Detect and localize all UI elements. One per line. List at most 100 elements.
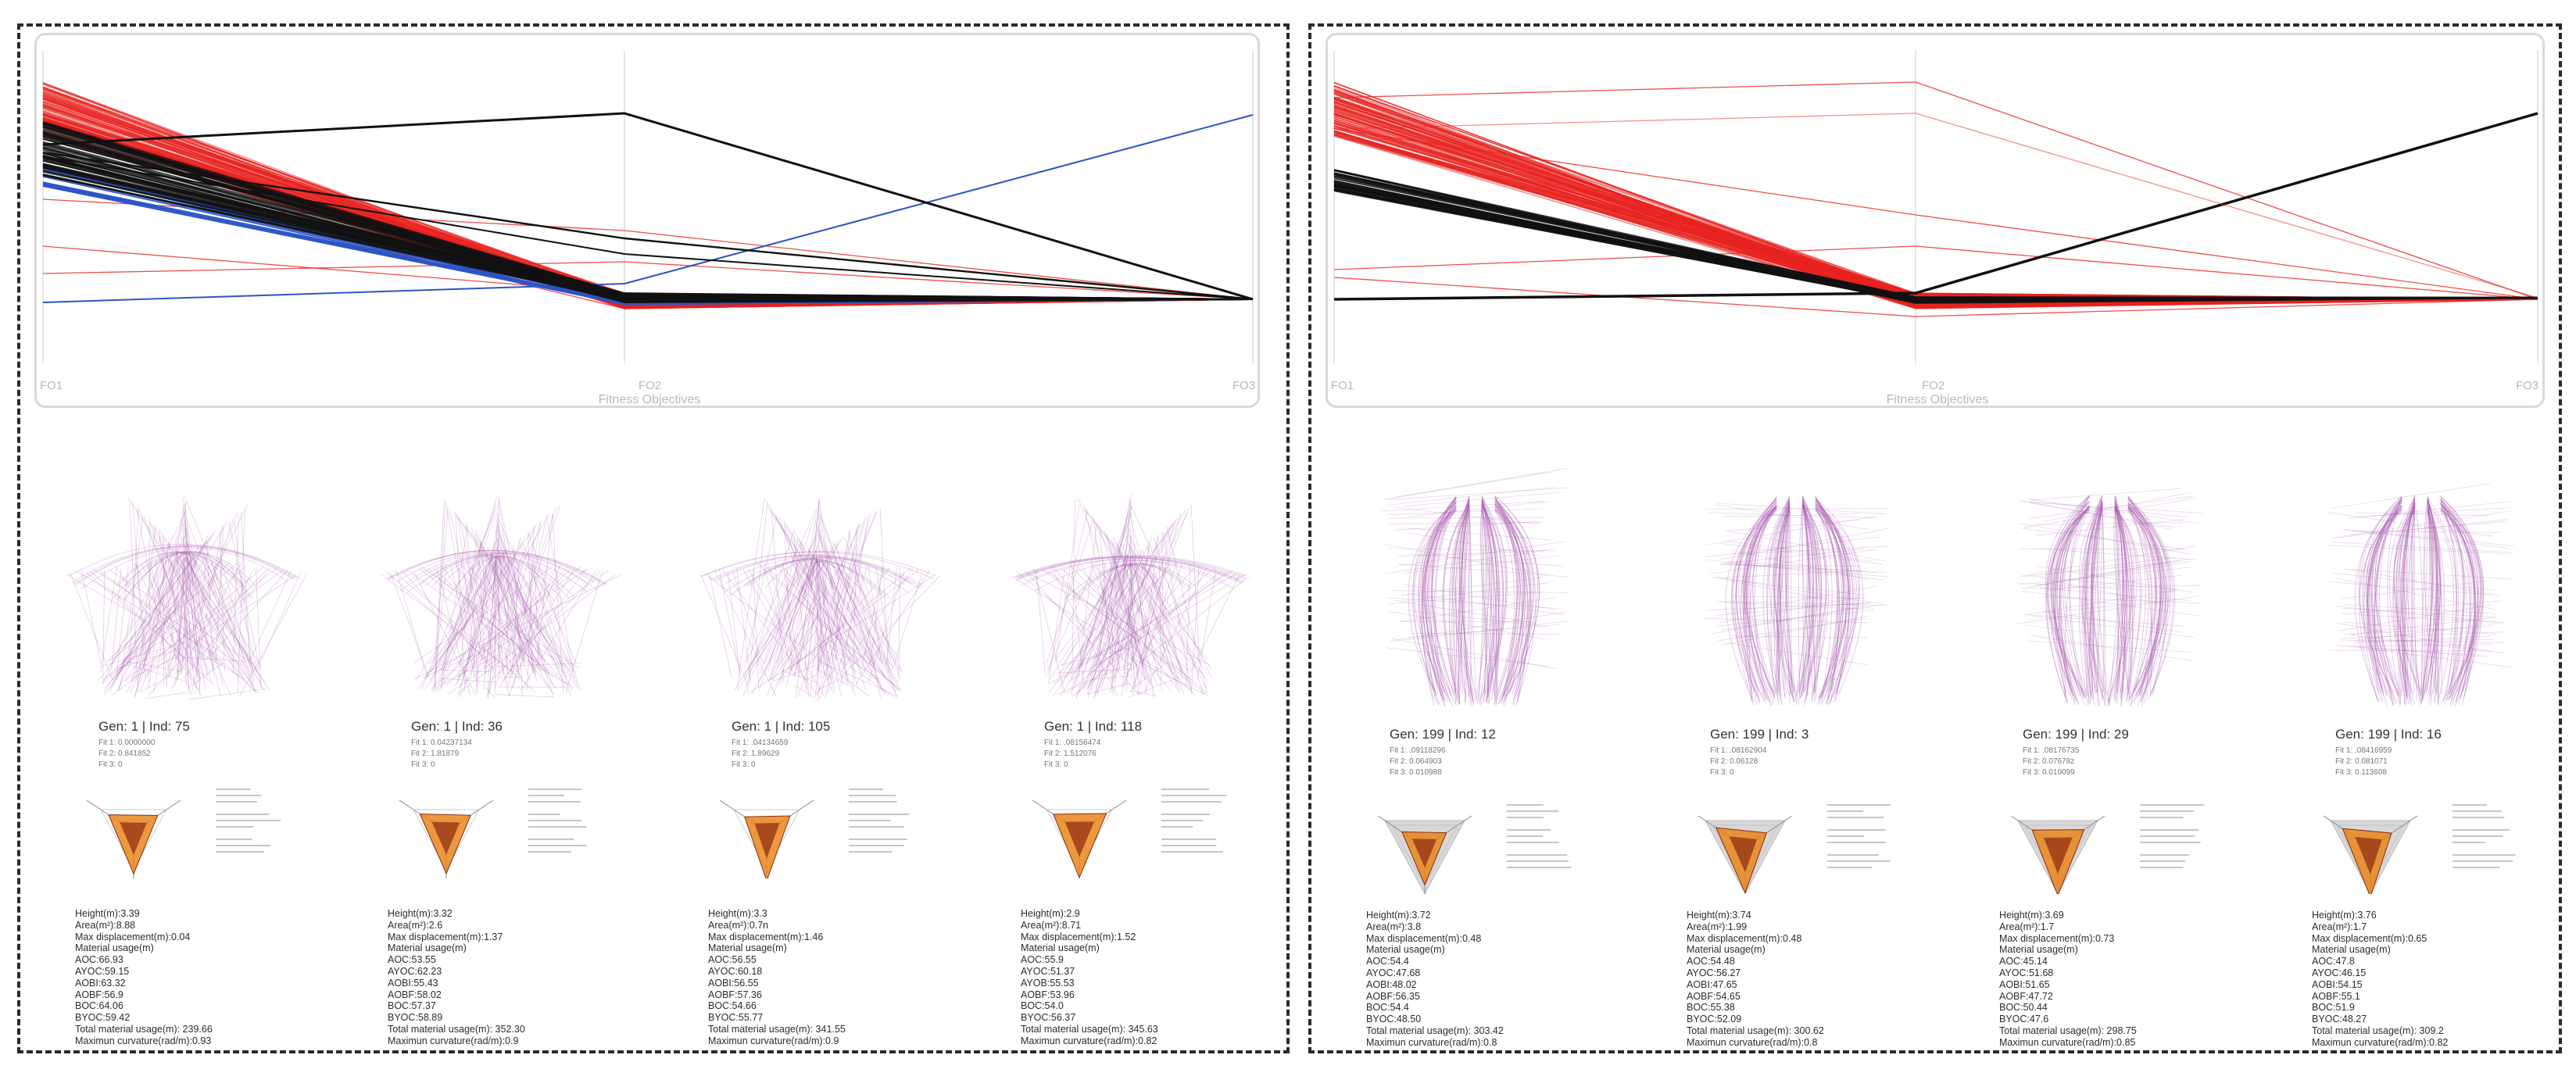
metric-line: Material usage(m) xyxy=(708,942,787,954)
design-metrics: Height(m):3.76 Area(m²):1.7 Max displaceme… xyxy=(2312,910,2448,1049)
metric-line: Maximun curvature(rad/m):0.8 xyxy=(1687,1036,1818,1048)
metric-line: Area(m²):8.88 xyxy=(75,919,136,931)
pc-line xyxy=(1333,116,2538,302)
design-shape xyxy=(1648,464,1945,714)
radar-chart xyxy=(1687,792,1804,902)
radar-polygon-inner xyxy=(1064,821,1094,857)
design-gen-ind-label: Gen: 199 | Ind: 12 xyxy=(1390,727,1496,742)
metric-line: Total material usage(m): 298.75 xyxy=(1999,1025,2137,1036)
radar-chart xyxy=(2312,792,2429,902)
pc-line xyxy=(1333,104,2538,301)
metric-line: AOC:54.48 xyxy=(1687,956,1735,967)
axis-label-fo1: FO1 xyxy=(40,379,63,392)
pc-line xyxy=(1333,173,2538,302)
metric-line: Maximun curvature(rad/m):0.93 xyxy=(75,1035,212,1046)
metric-line: Maximun curvature(rad/m):0.9 xyxy=(388,1035,519,1046)
design-shape xyxy=(1960,464,2257,714)
metric-line: Max displacement(m):0.73 xyxy=(1999,932,2115,944)
fitness-value: Fit 2: 0.064903 xyxy=(1390,757,1442,766)
pc-line xyxy=(42,95,1254,300)
metric-line: Material usage(m) xyxy=(1366,944,1445,956)
right-panel: FO1 FO2 FO3 Fitness Objectives Gen: 199 … xyxy=(1308,23,2562,1053)
pc-line xyxy=(1333,93,2538,301)
fitness-values: Fit 1: 0.04237134 Fit 2: 1.81879 Fit 3: 0 xyxy=(411,738,472,771)
pc-line xyxy=(1333,99,2538,300)
pc-line xyxy=(1333,110,2538,300)
pc-line xyxy=(1333,82,2538,300)
metric-line: Area(m²):3.8 xyxy=(1366,921,1422,932)
fitness-values: Fit 1: .04134659 Fit 2: 1.89629 Fit 3: 0 xyxy=(732,738,788,771)
fitness-value: Fit 2: 1.512076 xyxy=(1044,749,1097,758)
metric-line: AOC:53.55 xyxy=(388,954,436,966)
metric-line: AOBF:47.72 xyxy=(1999,990,2053,1002)
pc-line xyxy=(42,151,1254,301)
pc-line xyxy=(1333,88,2538,305)
metric-line: AOBI:55.43 xyxy=(388,977,438,989)
pc-line xyxy=(1333,114,2538,301)
fitness-value: Fit 1: 0.04237134 xyxy=(411,738,472,747)
fitness-values: Fit 1: .08156474 Fit 2: 1.512076 Fit 3: 0 xyxy=(1044,738,1100,771)
metric-line: BOC:51.9 xyxy=(2312,1002,2355,1014)
pc-line xyxy=(1333,89,2538,307)
axis-title: Fitness Objectives xyxy=(598,393,701,406)
metric-line: BYOC:58.89 xyxy=(388,1012,443,1024)
metric-line: Maximun curvature(rad/m):0.85 xyxy=(1999,1036,2136,1048)
pc-line xyxy=(1333,81,2538,300)
pc-line xyxy=(1333,183,2538,303)
radar-polygon-inner xyxy=(120,822,147,855)
fitness-value: Fit 2: 0.06128 xyxy=(1710,757,1758,766)
pc-line xyxy=(1333,102,2538,300)
radar-legend-block xyxy=(2453,800,2523,878)
pc-line xyxy=(1333,105,2538,308)
metric-line: Area(m²):1.7 xyxy=(2312,921,2367,932)
fitness-value: Fit 1: .08162904 xyxy=(1710,746,1767,755)
fitness-value: Fit 3: 0 xyxy=(1710,768,1734,777)
metric-line: AOBF:57.36 xyxy=(708,989,762,1000)
pc-line xyxy=(1333,173,2538,299)
pc-line xyxy=(1333,101,2538,309)
metric-line: AOC:54.4 xyxy=(1366,956,1409,967)
pc-line xyxy=(1333,91,2538,303)
metric-line: AYOC:59.15 xyxy=(75,965,130,977)
metric-line: Maximun curvature(rad/m):0.8 xyxy=(1366,1036,1497,1048)
parallel-coordinates-lines xyxy=(42,51,1254,363)
fitness-value: Fit 1: .08416959 xyxy=(2335,746,2392,755)
pc-line xyxy=(42,114,1254,303)
radar-legend-block xyxy=(1507,800,1577,878)
fitness-value: Fit 2: 1.81879 xyxy=(411,749,460,758)
metric-line: Height(m):3.32 xyxy=(388,908,453,919)
metric-line: BYOC:48.27 xyxy=(2312,1014,2367,1025)
metric-line: Material usage(m) xyxy=(1687,944,1766,956)
design-shape xyxy=(1327,464,1624,714)
fitness-values: Fit 1: 0.0000000 Fit 2: 0.841852 Fit 3: 0 xyxy=(98,738,155,771)
pc-line xyxy=(42,132,1254,300)
metric-line: AOBF:56.35 xyxy=(1366,990,1420,1002)
pc-line xyxy=(42,261,1254,300)
pc-line xyxy=(1333,82,2538,300)
metric-line: Height(m):3.76 xyxy=(2312,910,2377,921)
pc-line xyxy=(1333,108,2538,301)
fitness-value: Fit 1: .09118296 xyxy=(1390,746,1446,755)
pc-line xyxy=(1333,187,2538,299)
metric-line: AOBI:63.32 xyxy=(75,977,126,989)
metric-line: BOC:64.06 xyxy=(75,1000,123,1012)
axis-label-fo1: FO1 xyxy=(1331,379,1354,392)
pc-line xyxy=(1333,177,2538,301)
design-shape xyxy=(669,464,966,714)
metric-line: AOBI:56.55 xyxy=(708,977,759,989)
metric-line: BOC:54.4 xyxy=(1366,1002,1409,1014)
pc-line xyxy=(1333,104,2538,308)
pc-line xyxy=(1333,89,2538,302)
metric-line: BOC:57.37 xyxy=(388,1000,436,1012)
pc-line xyxy=(1333,110,2538,300)
metric-line: Height(m):3.3 xyxy=(708,908,767,919)
design-gen-ind-label: Gen: 199 | Ind: 16 xyxy=(2335,727,2442,742)
pc-line xyxy=(1333,113,2538,301)
metric-line: AOBI:47.65 xyxy=(1687,978,1737,990)
fitness-values: Fit 1: .09118296 Fit 2: 0.064903 Fit 3: 0.… xyxy=(1390,746,1446,778)
fitness-value: Fit 1: .08156474 xyxy=(1044,738,1101,747)
pc-line xyxy=(1333,112,2538,301)
pc-line xyxy=(42,112,1254,301)
pc-line xyxy=(1333,114,2538,300)
pc-line xyxy=(1333,96,2538,300)
